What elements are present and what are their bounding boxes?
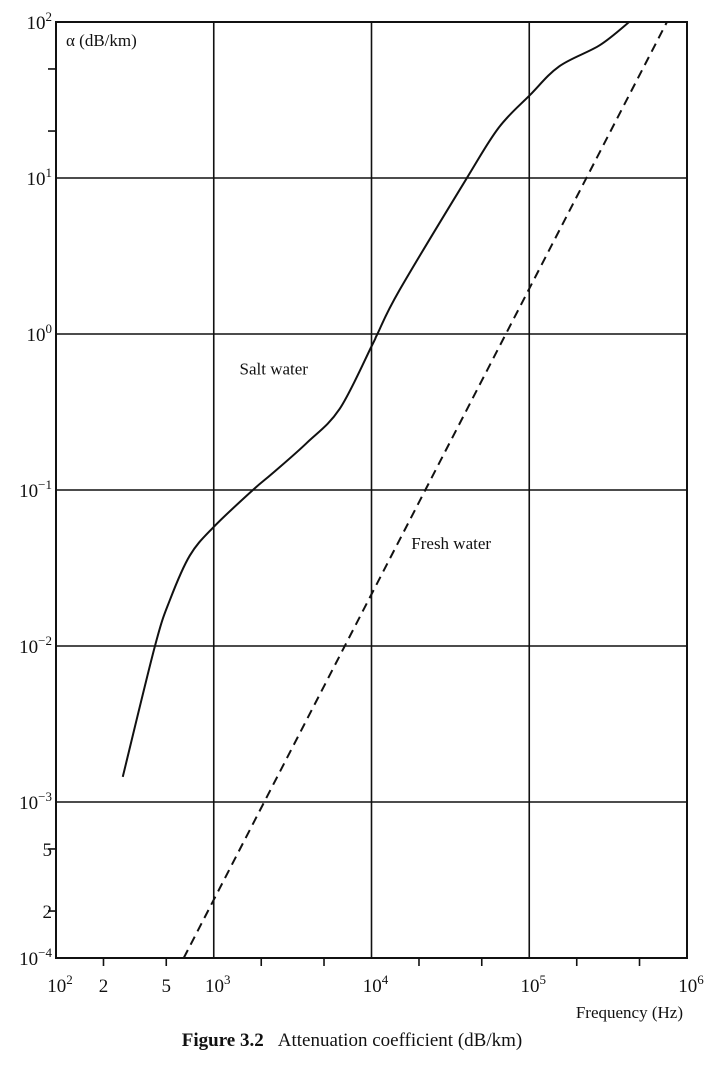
y-tick-label: 5 [43,840,53,861]
series-label: Salt water [240,360,309,379]
figure-title: Attenuation coefficient (dB/km) [277,1030,523,1051]
x-tick-label: 105 [521,972,547,997]
y-tick-label: 10−3 [19,789,52,814]
x-tick-label: 106 [678,972,704,997]
figure-caption: Figure 3.2 Attenuation coefficient (dB/km… [0,1030,704,1052]
y-tick-label: 10−1 [19,477,52,502]
figure-number: Figure 3.2 [181,1030,264,1051]
y-tick-label: 102 [27,9,53,34]
series-line-fresh-water [182,21,668,959]
y-tick-label: 101 [27,165,53,190]
x-tick-label: 5 [162,976,172,997]
y-tick-label: 2 [43,902,53,923]
x-tick-label: 2 [99,976,109,997]
y-tick-label: 10−4 [19,945,52,970]
y-tick-label: 10−2 [19,633,52,658]
y-axis-label: α (dB/km) [66,31,137,50]
series-label: Fresh water [411,534,491,553]
x-tick-label: 104 [363,972,389,997]
y-tick-label: 100 [27,321,53,346]
x-axis-label: Frequency (Hz) [576,1003,683,1022]
x-tick-label: 103 [205,972,231,997]
x-tick-label: 102 [47,972,73,997]
plot-frame [55,21,688,959]
series-line-salt-water [121,21,630,778]
